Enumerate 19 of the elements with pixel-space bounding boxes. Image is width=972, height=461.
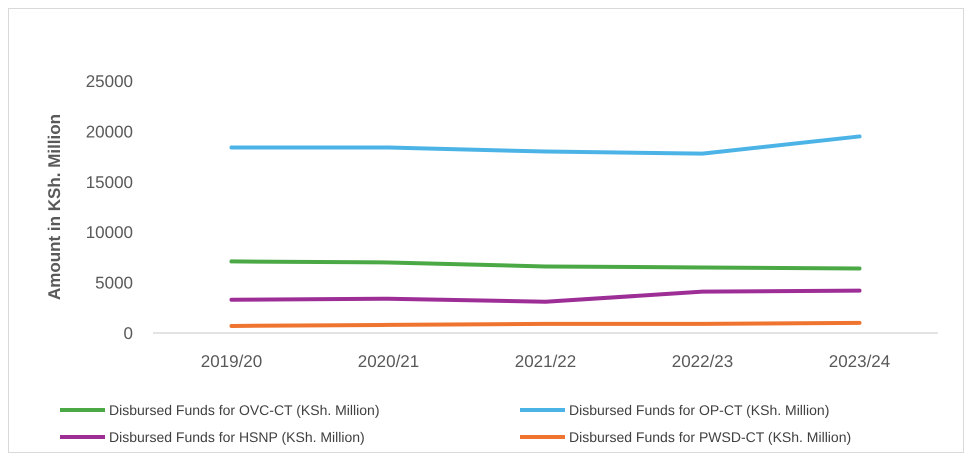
y-tick-label: 25000	[86, 72, 133, 91]
x-tick-label: 2022/23	[672, 352, 734, 371]
legend-label: Disbursed Funds for OVC-CT (KSh. Million)	[109, 402, 380, 418]
line-series	[230, 259, 862, 270]
y-tick-label: 15000	[86, 172, 133, 192]
y-tick-label: 5000	[95, 274, 133, 293]
line-series	[230, 134, 862, 156]
y-tick-label: 20000	[86, 122, 133, 142]
y-axis-title: Amount in KSh. Million	[45, 114, 64, 300]
x-tick-label: 2020/21	[358, 352, 420, 371]
x-tick-label: 2023/24	[828, 352, 890, 371]
legend-label: Disbursed Funds for PWSD-CT (KSh. Million)	[569, 429, 852, 445]
line-series	[230, 288, 862, 304]
y-tick-label: 0	[124, 324, 133, 343]
legend-label: Disbursed Funds for HSNP (KSh. Million)	[109, 429, 365, 445]
x-tick-label: 2019/20	[200, 352, 262, 371]
legend-label: Disbursed Funds for OP-CT (KSh. Million)	[569, 402, 830, 418]
x-tick-label: 2021/22	[514, 352, 576, 371]
y-tick-label: 10000	[86, 223, 133, 242]
